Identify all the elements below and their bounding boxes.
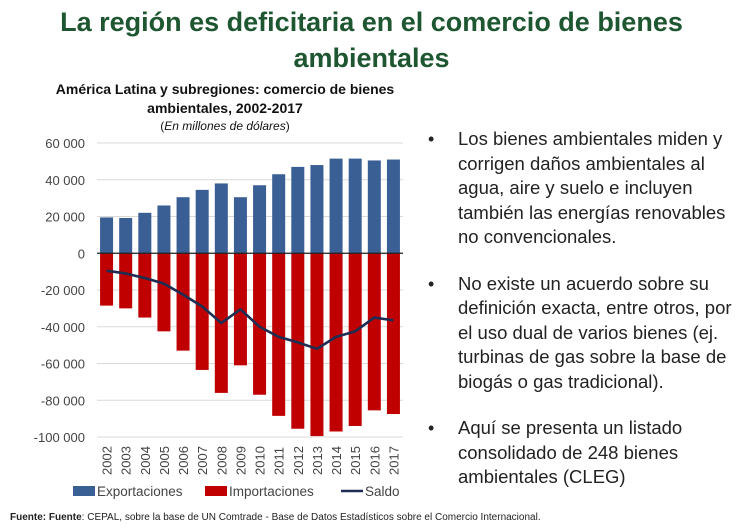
bar-exportaciones-2011: [272, 174, 286, 254]
x-tick-label: 2011: [272, 447, 287, 475]
bullet-item: • No existe un acuerdo sobre su definici…: [428, 272, 740, 395]
y-tick-label: 0: [78, 246, 85, 261]
y-tick-label: -60 000: [41, 357, 85, 372]
subtitle-paren-close: ): [285, 119, 290, 133]
bar-importaciones-2010: [253, 253, 267, 395]
y-tick-label: 20 000: [45, 210, 85, 225]
chart-subtitle: (En millones de dólares): [30, 119, 420, 133]
trade-chart: 60 000 40 000 20 000 0 -20 000 -40 000 -60 000…: [34, 136, 403, 499]
bar-importaciones-2011: [272, 253, 286, 416]
x-tick-label: 2004: [138, 446, 153, 475]
bar-importaciones-2012: [291, 253, 305, 429]
x-tick-label: 2013: [310, 446, 325, 475]
bullet-text: Aquí se presenta un listado consolidado …: [458, 417, 683, 487]
bullet-item: • Aquí se presenta un listado consolidad…: [428, 416, 740, 490]
x-tick-label: 2008: [214, 446, 229, 475]
source-label: Fuente: Fuente: [10, 512, 82, 523]
bar-exportaciones-2017: [386, 159, 400, 254]
bar-exportaciones-2012: [291, 166, 305, 254]
bar-exportaciones-2015: [348, 158, 362, 254]
bar-importaciones-2014: [329, 253, 343, 432]
bar-exportaciones-2016: [367, 160, 381, 254]
bar-importaciones-2004: [138, 253, 152, 318]
bar-exportaciones-2003: [119, 217, 133, 254]
subtitle-units: En millones de dólares: [164, 119, 286, 133]
x-tick-label: 2016: [367, 446, 382, 475]
legend-label-exportaciones: Exportaciones: [97, 484, 183, 499]
bullet-item: • Los bienes ambientales miden y corrige…: [428, 127, 740, 250]
saldo-line-group: [106, 269, 394, 351]
bar-exportaciones-2009: [233, 197, 247, 254]
x-tick-label: 2009: [233, 446, 248, 475]
legend-swatch-importaciones: [205, 486, 227, 496]
bullet-dot: •: [428, 418, 435, 438]
bullet-text: Los bienes ambientales miden y corrigen …: [458, 128, 726, 247]
x-tick-label: 2003: [119, 446, 134, 475]
bars: [100, 158, 400, 437]
bullet-dot: •: [428, 273, 435, 294]
source-text: : CEPAL, sobre la base de UN Comtrade - …: [81, 512, 541, 523]
chart-title: América Latina y subregiones: comercio d…: [30, 80, 420, 118]
y-axis-ticks: 60 000 40 000 20 000 0 -20 000 -40 000 -60 000…: [34, 136, 85, 445]
legend-label-saldo: Saldo: [365, 484, 400, 499]
bar-exportaciones-2014: [329, 158, 343, 254]
bar-importaciones-2017: [386, 253, 400, 415]
y-tick-label: 60 000: [45, 136, 85, 151]
bar-exportaciones-2013: [310, 165, 324, 254]
bar-importaciones-2013: [310, 253, 324, 437]
legend: Exportaciones Importaciones Saldo: [73, 484, 400, 499]
y-tick-label: 40 000: [45, 173, 85, 188]
y-tick-label: -20 000: [41, 283, 85, 298]
bullet-list: • Los bienes ambientales miden y corrige…: [428, 127, 740, 512]
bar-importaciones-2002: [100, 253, 114, 306]
x-axis-ticks: 2002 2003 2004 2005 2006 2007 2008 2009 2010 2011…: [100, 446, 402, 475]
bar-importaciones-2003: [119, 253, 133, 309]
x-tick-label: 2005: [157, 446, 172, 475]
bar-exportaciones-2004: [138, 212, 152, 254]
subtitle-paren-open: (: [160, 119, 165, 133]
y-tick-label: -80 000: [41, 393, 85, 408]
chart-title-line1: América Latina y subregiones: comercio d…: [55, 81, 395, 97]
bar-importaciones-2005: [157, 253, 171, 332]
legend-swatch-exportaciones: [73, 486, 95, 496]
bullet-dot: •: [428, 129, 435, 149]
y-tick-label: -40 000: [41, 320, 85, 335]
bar-exportaciones-2006: [176, 197, 190, 254]
bar-exportaciones-2007: [195, 189, 209, 254]
bullet-text: No existe un acuerdo sobre su definición…: [458, 272, 732, 392]
slide-title-line1: La región es deficitaria en el comercio …: [60, 7, 683, 37]
x-tick-label: 2006: [176, 446, 191, 475]
y-tick-label: -100 000: [34, 430, 85, 445]
legend-label-importaciones: Importaciones: [229, 484, 314, 499]
bar-importaciones-2007: [195, 253, 209, 370]
bar-exportaciones-2002: [100, 217, 114, 254]
slide-title-line2: ambientales: [293, 43, 450, 73]
x-tick-label: 2012: [291, 446, 306, 475]
x-tick-label: 2002: [100, 446, 115, 475]
bar-exportaciones-2008: [214, 183, 228, 254]
bar-exportaciones-2010: [253, 185, 267, 254]
bar-importaciones-2016: [367, 253, 381, 411]
x-tick-label: 2014: [329, 446, 344, 475]
line-saldo: [106, 269, 394, 351]
x-tick-label: 2015: [348, 446, 363, 475]
bar-importaciones-2015: [348, 253, 362, 426]
x-tick-label: 2007: [195, 446, 210, 475]
bar-exportaciones-2005: [157, 205, 171, 254]
slide-title: La región es deficitaria en el comercio …: [0, 4, 743, 76]
x-tick-label: 2010: [253, 446, 268, 475]
x-tick-label: 2017: [386, 446, 401, 475]
source-note: Fuente: Fuente: CEPAL, sobre la base de …: [10, 512, 541, 523]
chart-title-line2: ambientales, 2002-2017: [147, 100, 303, 116]
bar-importaciones-2006: [176, 253, 190, 351]
